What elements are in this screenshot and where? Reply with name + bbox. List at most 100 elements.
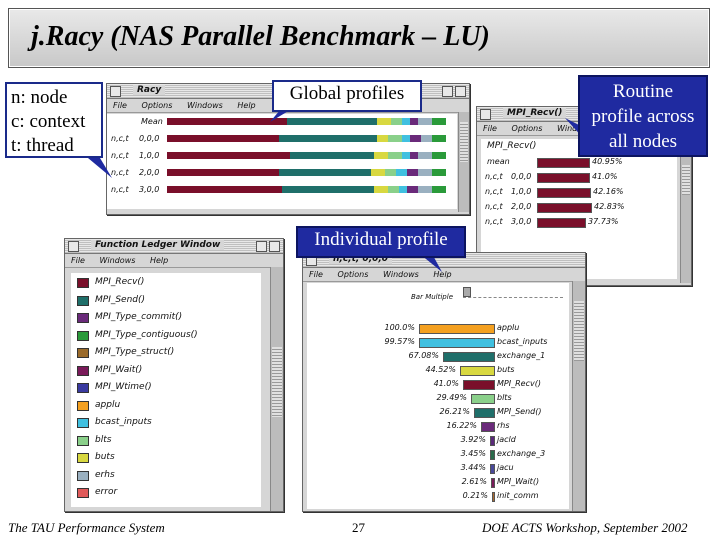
profile-segment[interactable]: [432, 152, 446, 159]
profile-segment[interactable]: [418, 118, 432, 125]
maximize-icon[interactable]: [455, 86, 466, 97]
profile-segment[interactable]: [167, 169, 279, 176]
function-name[interactable]: MPI_Send(): [95, 294, 146, 305]
menu-options[interactable]: Options: [337, 270, 369, 279]
profile-segment[interactable]: [374, 152, 388, 159]
profile-segment[interactable]: [282, 186, 374, 193]
profile-segment[interactable]: [432, 118, 446, 125]
profile-segment[interactable]: [287, 118, 377, 125]
profile-bar-row[interactable]: [167, 169, 447, 177]
individual-scrollbar[interactable]: [572, 281, 585, 511]
profile-segment[interactable]: [385, 169, 396, 176]
individual-bar[interactable]: [490, 436, 495, 446]
slider-handle[interactable]: [463, 287, 471, 297]
ledger-titlebar[interactable]: Function Ledger Window: [65, 239, 283, 254]
scroll-thumb[interactable]: [574, 301, 584, 361]
menu-file[interactable]: File: [309, 270, 323, 279]
menu-help[interactable]: Help: [433, 270, 452, 279]
profile-segment[interactable]: [410, 118, 418, 125]
profile-segment[interactable]: [391, 118, 402, 125]
menu-file[interactable]: File: [71, 256, 85, 265]
individual-bar[interactable]: [481, 422, 495, 432]
individual-bar[interactable]: [491, 478, 495, 488]
profile-segment[interactable]: [279, 169, 371, 176]
function-name[interactable]: MPI_Wtime(): [95, 382, 152, 392]
profile-segment[interactable]: [402, 152, 410, 159]
scroll-thumb[interactable]: [272, 347, 282, 417]
individual-bar[interactable]: [460, 366, 495, 376]
function-name[interactable]: MPI_Recv(): [95, 277, 145, 287]
profile-segment[interactable]: [374, 186, 388, 193]
profile-segment[interactable]: [388, 152, 402, 159]
profile-segment[interactable]: [432, 169, 446, 176]
profile-segment[interactable]: [290, 152, 374, 159]
profile-segment[interactable]: [407, 169, 418, 176]
routine-bar[interactable]: [537, 188, 591, 198]
profile-segment[interactable]: [402, 135, 410, 142]
profile-segment[interactable]: [399, 186, 407, 193]
function-name[interactable]: erhs: [95, 469, 115, 480]
racy-scrollbar[interactable]: [458, 112, 469, 212]
function-name[interactable]: bcast_inputs: [95, 417, 152, 427]
function-name[interactable]: blts: [95, 434, 112, 445]
profile-bar-row[interactable]: [167, 186, 447, 194]
maximize-icon[interactable]: [269, 241, 280, 252]
scroll-thumb[interactable]: [460, 122, 468, 162]
individual-bar[interactable]: [419, 338, 495, 348]
function-name[interactable]: MPI_Type_contiguous(): [95, 329, 198, 340]
profile-segment[interactable]: [377, 118, 391, 125]
window-menu-icon[interactable]: [110, 86, 121, 97]
profile-segment[interactable]: [279, 135, 377, 142]
individual-bar[interactable]: [443, 352, 495, 362]
profile-segment[interactable]: [167, 152, 290, 159]
profile-segment[interactable]: [167, 118, 287, 125]
individual-bar[interactable]: [490, 450, 495, 460]
profile-segment[interactable]: [167, 135, 279, 142]
menu-options[interactable]: Options: [511, 124, 543, 133]
profile-segment[interactable]: [407, 186, 418, 193]
individual-bar[interactable]: [492, 492, 495, 502]
profile-segment[interactable]: [418, 169, 432, 176]
individual-bar[interactable]: [419, 324, 495, 334]
window-menu-icon[interactable]: [480, 109, 491, 120]
window-menu-icon[interactable]: [68, 241, 79, 252]
profile-segment[interactable]: [410, 135, 421, 142]
profile-segment[interactable]: [167, 186, 282, 193]
scroll-thumb[interactable]: [682, 165, 690, 195]
individual-bar[interactable]: [490, 464, 495, 474]
profile-segment[interactable]: [377, 135, 388, 142]
function-name[interactable]: error: [95, 487, 118, 497]
bar-multiple-slider[interactable]: [463, 287, 563, 298]
routine-bar[interactable]: [537, 203, 592, 213]
profile-segment[interactable]: [402, 118, 410, 125]
function-name[interactable]: MPI_Type_commit(): [95, 312, 183, 322]
menu-windows[interactable]: Windows: [99, 256, 136, 265]
menu-windows[interactable]: Windows: [382, 270, 419, 279]
individual-bar[interactable]: [474, 408, 495, 418]
profile-segment[interactable]: [371, 169, 385, 176]
profile-bar-row[interactable]: [167, 135, 447, 143]
function-name[interactable]: buts: [95, 452, 115, 462]
profile-bar-row[interactable]: [167, 152, 447, 160]
minimize-icon[interactable]: [256, 241, 267, 252]
profile-segment[interactable]: [388, 135, 402, 142]
ledger-scrollbar[interactable]: [270, 267, 283, 511]
routine-bar[interactable]: [537, 218, 586, 228]
profile-segment[interactable]: [410, 152, 418, 159]
function-name[interactable]: MPI_Type_struct(): [95, 347, 175, 357]
routine-bar[interactable]: [537, 173, 590, 183]
menu-help[interactable]: Help: [237, 101, 256, 110]
menu-file[interactable]: File: [113, 101, 127, 110]
profile-segment[interactable]: [418, 152, 432, 159]
profile-segment[interactable]: [396, 169, 407, 176]
function-name[interactable]: MPI_Wait(): [95, 364, 143, 375]
profile-segment[interactable]: [418, 186, 432, 193]
profile-segment[interactable]: [432, 186, 446, 193]
menu-windows[interactable]: Windows: [186, 101, 223, 110]
profile-bar-row[interactable]: [167, 118, 447, 126]
profile-segment[interactable]: [421, 135, 432, 142]
individual-bar[interactable]: [463, 380, 495, 390]
routine-scrollbar[interactable]: [680, 135, 691, 283]
function-name[interactable]: applu: [95, 399, 121, 410]
routine-bar[interactable]: [537, 158, 590, 168]
